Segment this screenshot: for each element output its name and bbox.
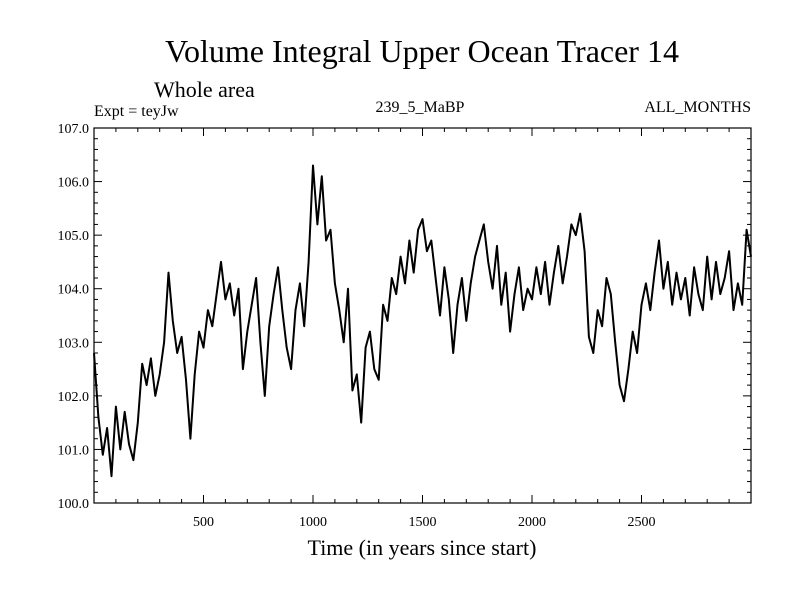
x-axis-label: Time (in years since start) [308,535,537,560]
x-tick-label: 500 [193,515,214,530]
x-tick-label: 1000 [299,515,327,530]
y-tick-label: 106.0 [58,176,90,191]
y-tick-label: 105.0 [58,229,90,244]
run-label: 239_5_MaBP [376,99,465,116]
y-tick-label: 107.0 [58,122,90,137]
x-tick-label: 2000 [518,515,546,530]
x-tick-label: 1500 [409,515,437,530]
y-tick-label: 102.0 [58,390,90,405]
chart-subtitle: Whole area [154,77,255,102]
x-tick-label: 2500 [628,515,656,530]
plot-frame [93,127,752,504]
y-tick-label: 103.0 [58,336,90,351]
chart-title: Volume Integral Upper Ocean Tracer 14 [165,33,679,69]
experiment-label: Expt = teyJw [94,103,179,120]
y-tick-label: 104.0 [58,283,90,298]
y-tick-label: 100.0 [58,497,90,512]
y-tick-label: 101.0 [58,443,90,458]
y-axis: 100.0 101.0 102.0 103.0 104.0 105.0 106.0 107.0 [58,122,751,512]
x-axis: 500 1000 1500 2000 2500 [115,128,730,530]
series-line [93,164,752,478]
months-label: ALL_MONTHS [644,99,751,116]
